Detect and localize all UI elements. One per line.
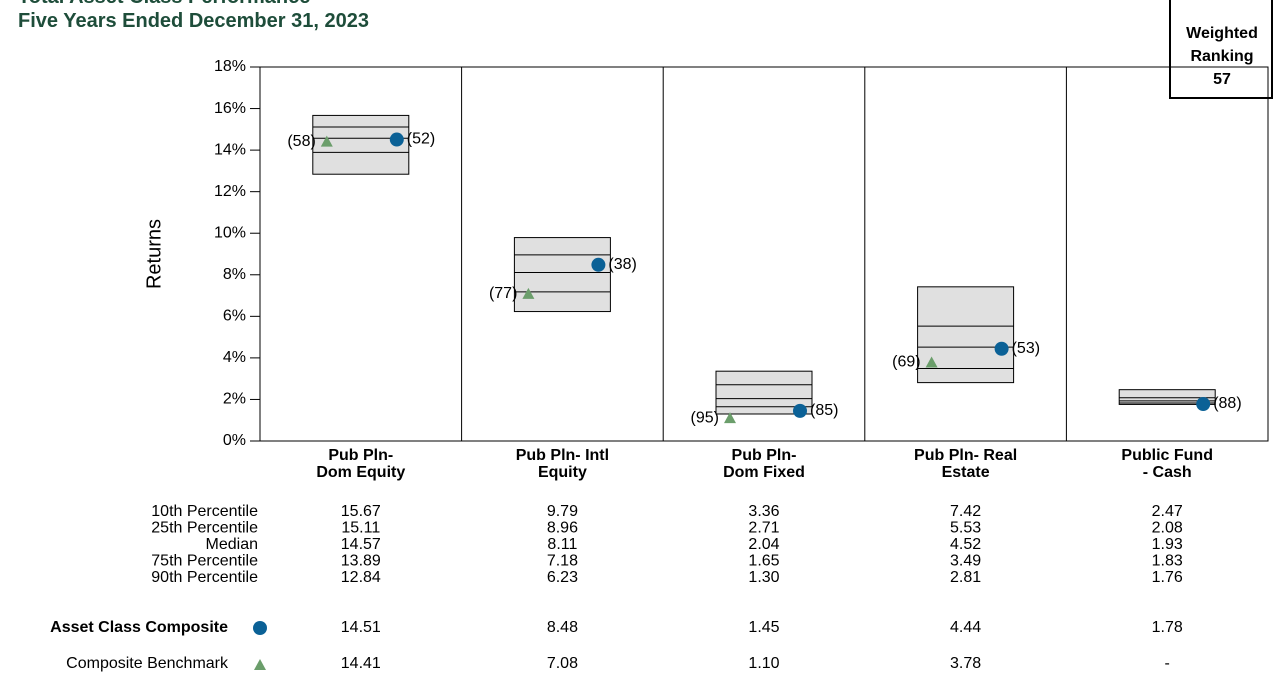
y-axis-label: Returns [143,219,165,289]
table-value: 15.11 [341,520,380,537]
table-value: 14.51 [341,619,381,636]
table-value: 2.04 [748,536,779,553]
x-tick-label: Pub Pln- Intl [516,447,609,464]
row-label: 75th Percentile [151,553,258,570]
x-tick-label: Estate [942,464,990,481]
benchmark-rank: (95) [691,409,719,426]
x-tick-label: Pub Pln- [732,447,797,464]
y-tick-label: 6% [223,308,246,325]
row-label: 10th Percentile [151,503,258,520]
table-value: 2.08 [1152,520,1183,537]
table-value: 1.45 [748,619,779,636]
table-value: 6.23 [547,569,578,586]
y-tick-label: 8% [223,266,246,283]
y-tick-label: 10% [214,224,246,241]
y-tick-label: 2% [223,391,246,408]
benchmark-rank: (77) [489,285,517,302]
table-value: 1.30 [748,569,779,586]
ranking-box [1169,0,1273,99]
table-value: 15.67 [341,503,381,520]
y-tick-label: 12% [214,183,246,200]
table-value: 4.52 [950,536,981,553]
ranking-value: 57 [1213,71,1231,88]
x-tick-label: Pub Pln- Real [914,447,1017,464]
y-tick-label: 4% [223,349,246,366]
table-value: 2.71 [748,520,779,537]
composite-rank: (85) [810,402,838,419]
composite-point [994,341,1009,356]
x-tick-label: Dom Equity [316,464,405,481]
table-value: 2.81 [950,569,981,586]
benchmark-point [522,287,535,299]
table-value: 12.84 [341,569,381,586]
row-label: 25th Percentile [151,520,258,537]
row-label: Asset Class Composite [50,619,228,636]
table-value: 13.89 [341,553,381,570]
benchmark-point [320,135,333,147]
benchmark-point [724,412,736,424]
legend-marker [253,621,267,635]
table-value: 1.78 [1152,619,1183,636]
y-tick-label: 14% [214,141,246,158]
table-value: 14.57 [341,536,381,553]
chart-title: Total Asset Class Performance [18,0,310,8]
row-label: Median [206,536,258,553]
table-value: - [1165,655,1170,672]
table-value: 14.41 [341,655,381,672]
table-value: 1.83 [1152,553,1183,570]
table-value: 7.08 [547,655,578,672]
row-label: 90th Percentile [151,569,258,586]
benchmark-rank: (69) [892,354,920,371]
y-tick-label: 0% [223,432,246,449]
composite-point [389,132,404,147]
composite-point [1196,397,1211,412]
table-value: 8.96 [547,520,578,537]
table-value: 2.47 [1152,503,1183,520]
table-value: 7.42 [950,503,981,520]
percentile-box [513,237,611,313]
x-tick-label: Public Fund [1121,447,1213,464]
benchmark-rank: (58) [287,133,315,150]
benchmark-point [925,356,938,368]
table-value: 3.78 [950,655,981,672]
legend-marker [254,659,266,670]
table-value: 9.79 [547,503,578,520]
ranking-label: Ranking [1190,48,1253,65]
table-value: 7.18 [547,553,578,570]
table-value: 1.76 [1152,569,1183,586]
composite-rank: (53) [1012,340,1040,357]
chart-subtitle: Five Years Ended December 31, 2023 [18,10,369,32]
ranking-label: Weighted [1186,25,1258,42]
composite-point [591,257,606,272]
composite-rank: (38) [608,256,636,273]
table-value: 4.44 [950,619,981,636]
composite-point [793,403,807,418]
x-tick-label: Dom Fixed [723,464,805,481]
composite-rank: (52) [407,131,435,148]
y-tick-label: 18% [214,58,246,75]
x-tick-label: Pub Pln- [328,447,393,464]
x-tick-label: Equity [538,464,587,481]
table-value: 5.53 [950,520,981,537]
table-value: 3.36 [748,503,779,520]
x-tick-label: - Cash [1143,464,1192,481]
table-value: 8.48 [547,619,578,636]
table-value: 1.93 [1152,536,1183,553]
row-label: Composite Benchmark [66,655,229,672]
y-tick-label: 16% [214,100,246,117]
table-value: 1.65 [748,553,779,570]
composite-rank: (88) [1213,395,1241,412]
table-value: 1.10 [748,655,779,672]
table-value: 8.11 [547,536,577,553]
plot-frame [259,66,1269,442]
table-value: 3.49 [950,553,981,570]
